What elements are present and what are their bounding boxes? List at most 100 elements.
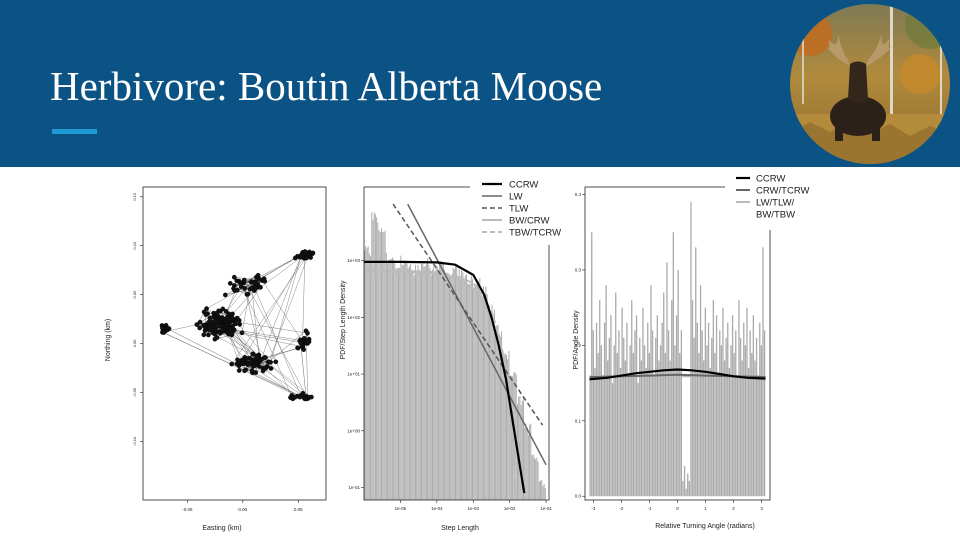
step-length-bar — [524, 427, 526, 500]
step-length-bar — [482, 286, 484, 500]
turning-angle-bar — [733, 352, 735, 497]
step-length-bar — [520, 404, 522, 500]
step-length-bar — [439, 264, 441, 500]
turning-angle-bar — [709, 368, 711, 497]
step-length-bar — [442, 262, 444, 500]
step-length-bar — [434, 271, 436, 500]
turning-angle-bar — [715, 315, 718, 497]
trajectory-point — [161, 330, 167, 335]
trajectory-point — [310, 250, 316, 256]
turning-angle-x-tick-label: -2 — [619, 506, 623, 511]
trajectory-point — [213, 316, 218, 322]
trajectory-point — [236, 318, 242, 323]
turning-angle-bar — [650, 285, 652, 497]
trajectory-step — [267, 255, 309, 367]
step-length-legend-label: LW — [509, 192, 523, 203]
trajectory-step — [302, 252, 306, 347]
turning-angle-bar — [707, 322, 710, 497]
trajectory-point — [234, 287, 240, 293]
step-length-bar — [404, 260, 406, 500]
turning-angle-legend-label: LW/TLW/ — [756, 198, 795, 209]
step-length-bar — [464, 275, 466, 500]
turning-angle-bar — [763, 330, 766, 497]
turning-angle-bar — [629, 345, 631, 497]
trajectory-point — [223, 318, 229, 323]
step-length-bar — [433, 266, 435, 500]
turning-angle-bar — [627, 375, 630, 497]
trajectory-point — [248, 360, 253, 366]
slide-title: Herbivore: Boutin Alberta Moose — [50, 63, 603, 109]
turning-angle-y-label: PDF/Angle Density — [573, 310, 580, 370]
step-length-bar — [493, 309, 495, 500]
turning-angle-bar — [703, 360, 705, 497]
step-length-bar — [525, 423, 527, 500]
step-length-x-tick-label: 1e-02 — [504, 506, 516, 511]
step-length-bar — [450, 277, 452, 500]
turning-angle-x-tick-label: -3 — [591, 506, 595, 511]
trajectory-point — [244, 292, 250, 297]
turning-angle-bar — [741, 360, 743, 497]
step-length-bar — [501, 331, 503, 500]
turning-angle-bar — [683, 466, 686, 497]
turning-angle-x-tick-label: -1 — [647, 506, 651, 511]
turning-angle-bar — [738, 300, 740, 497]
turning-angle-bar — [760, 345, 763, 497]
trajectory-x-tick-label: -0.05 — [182, 507, 193, 512]
trajectory-point — [268, 366, 274, 371]
step-length-bar — [526, 427, 528, 500]
turning-angle-bar — [735, 330, 737, 497]
step-length-legend-label: BW/CRW — [509, 216, 549, 227]
step-length-x-tick-label: 1e-05 — [395, 506, 407, 511]
step-length-bar — [468, 284, 470, 500]
turning-angle-bar — [637, 383, 639, 497]
trajectory-point — [308, 255, 313, 260]
step-length-bar — [440, 261, 442, 500]
trajectory-point — [229, 361, 235, 367]
turning-angle-bar — [666, 262, 668, 497]
step-length-bar — [508, 351, 510, 500]
step-length-bar — [452, 267, 454, 500]
step-length-bar — [521, 400, 523, 500]
trajectory-point — [203, 312, 209, 318]
step-length-bar — [429, 268, 431, 500]
turning-angle-bar — [658, 360, 660, 497]
trajectory-point — [263, 355, 268, 360]
turning-angle-bar — [595, 322, 598, 497]
turning-angle-bar — [672, 232, 674, 497]
trajectory-point — [254, 360, 259, 366]
step-length-x-axis: 1e-05 1e-04 1e-03 1e-02 1e-01 — [395, 500, 552, 511]
step-length-bar — [425, 263, 427, 500]
trajectory-y-tick-label: 0.05 — [132, 290, 137, 299]
turning-angle-bar — [605, 285, 607, 497]
trajectory-point — [303, 250, 308, 255]
turning-angle-bar — [615, 292, 617, 497]
step-length-bar — [379, 231, 381, 500]
step-length-bar — [542, 485, 544, 500]
step-length-bar — [382, 231, 384, 500]
step-length-bar — [544, 488, 546, 500]
turning-angle-x-tick-label: 1 — [704, 506, 707, 511]
trajectory-step — [255, 330, 307, 373]
turning-angle-bar — [685, 488, 687, 497]
turning-angle-bar — [661, 322, 663, 497]
step-length-bar — [465, 274, 467, 500]
turning-angle-legend-label: CCRW — [756, 174, 785, 185]
step-length-bar — [364, 250, 365, 500]
step-length-bar — [527, 434, 529, 500]
trajectory-point — [220, 327, 226, 333]
turning-angle-bar — [647, 322, 649, 497]
trajectory-point — [289, 395, 294, 400]
turning-angle-bar — [619, 368, 622, 497]
trajectory-point — [237, 322, 243, 327]
trajectory-point — [202, 328, 208, 333]
turning-angle-bar — [642, 307, 644, 497]
step-length-bar — [418, 269, 420, 500]
step-length-bar — [484, 293, 486, 500]
step-length-y-axis: 1e-01 1e+00 1e+01 1e+02 1e+03 — [347, 258, 364, 490]
trajectory-point — [223, 309, 229, 314]
turning-angle-bar — [653, 375, 655, 497]
step-length-x-label: Step Length — [441, 525, 479, 532]
step-length-y-label: PDF/Step Length Density — [340, 280, 347, 359]
turning-angle-bar — [704, 307, 707, 497]
